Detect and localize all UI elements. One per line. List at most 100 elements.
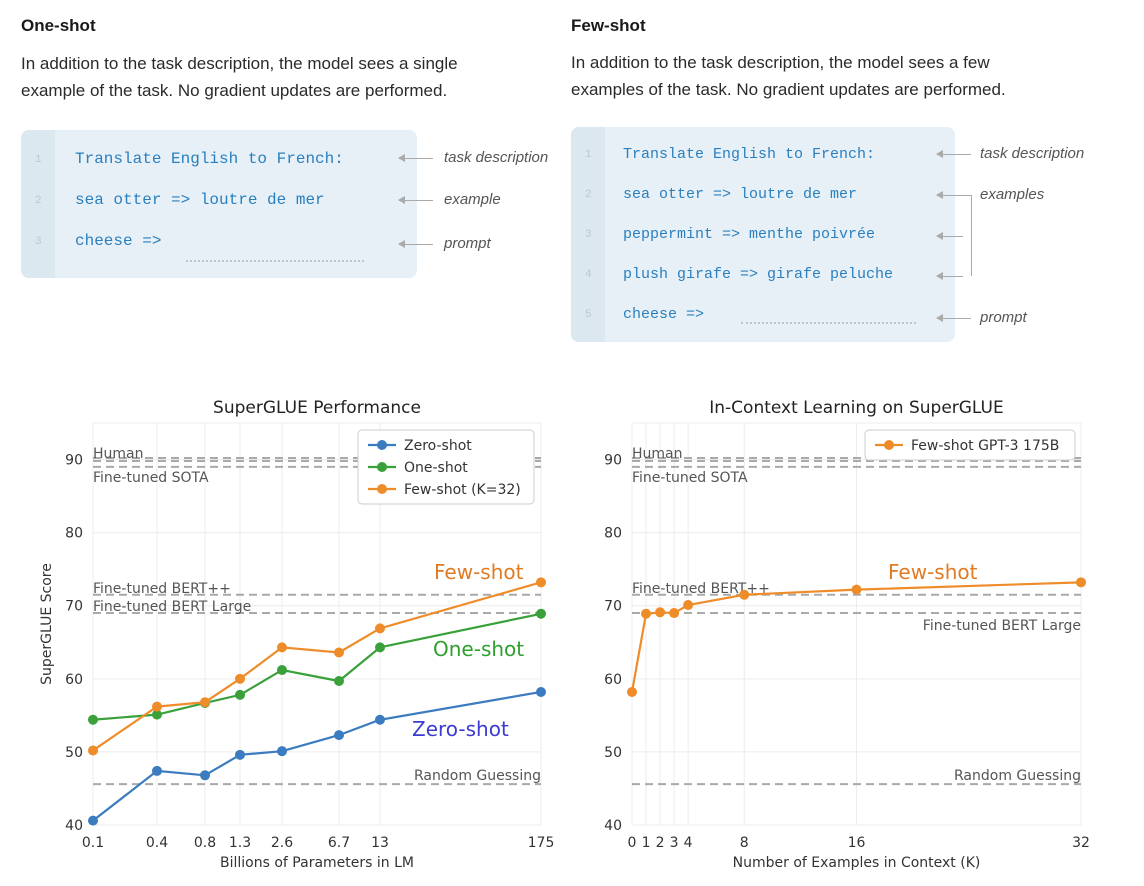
inline-series-label: Few-shot bbox=[888, 560, 978, 584]
y-tick-label: 70 bbox=[65, 599, 83, 615]
prompt-blank-dotted bbox=[186, 260, 364, 262]
reference-line-label: Human bbox=[93, 446, 144, 462]
data-point bbox=[536, 686, 546, 697]
line-number: 4 bbox=[585, 269, 592, 281]
x-tick-label: 32 bbox=[1072, 835, 1090, 851]
data-point bbox=[152, 701, 162, 712]
x-tick-label: 1.3 bbox=[229, 835, 251, 851]
data-point bbox=[235, 673, 245, 684]
few-shot-code-block: 1 2 3 4 5 Translate English to French: s… bbox=[571, 127, 955, 342]
x-tick-label: 3 bbox=[670, 835, 679, 851]
code-line-example-3: plush girafe => girafe peluche bbox=[623, 266, 894, 283]
arrow-left-icon bbox=[936, 232, 963, 240]
few-shot-desc-line2: examples of the task. No gradient update… bbox=[571, 80, 1006, 99]
legend-label: Few-shot GPT-3 175B bbox=[911, 438, 1059, 454]
data-point bbox=[88, 745, 98, 756]
x-tick-label: 8 bbox=[740, 835, 749, 851]
y-tick-label: 80 bbox=[65, 526, 83, 542]
data-point bbox=[334, 647, 344, 658]
data-point bbox=[235, 749, 245, 760]
x-tick-label: 2.6 bbox=[271, 835, 293, 851]
data-point bbox=[536, 608, 546, 619]
code-line-prompt: cheese => bbox=[75, 232, 162, 250]
y-tick-label: 50 bbox=[65, 745, 83, 761]
data-point bbox=[683, 599, 694, 610]
data-point bbox=[88, 815, 98, 826]
data-point bbox=[235, 689, 245, 700]
arrow-left-icon bbox=[398, 154, 433, 162]
y-tick-label: 90 bbox=[65, 453, 83, 469]
line-number: 1 bbox=[585, 149, 592, 161]
y-tick-label: 70 bbox=[604, 599, 622, 615]
y-tick-label: 40 bbox=[604, 818, 622, 834]
data-point bbox=[88, 714, 98, 725]
x-axis-label: Billions of Parameters in LM bbox=[220, 855, 414, 871]
x-tick-label: 6.7 bbox=[328, 835, 350, 851]
data-point bbox=[277, 746, 287, 757]
legend-box bbox=[864, 429, 1076, 461]
reference-line-label: Fine-tuned BERT Large bbox=[93, 599, 251, 615]
x-tick-label: 0.8 bbox=[194, 835, 216, 851]
y-tick-label: 50 bbox=[604, 745, 622, 761]
annotation-prompt: prompt bbox=[980, 309, 1027, 326]
code-line-task: Translate English to French: bbox=[75, 150, 344, 168]
series-line bbox=[92, 612, 542, 721]
superglue-performance-chart: 40 50 60 70 80 90 0.1 0.4 0.8 1.3 2.6 6.7 13 175 Human… bbox=[39, 398, 555, 871]
line-number-gutter bbox=[21, 130, 55, 278]
data-point bbox=[200, 770, 210, 781]
legend-label: Zero-shot bbox=[404, 438, 472, 454]
data-point bbox=[334, 676, 344, 687]
data-point bbox=[641, 608, 652, 619]
data-point bbox=[375, 623, 385, 634]
y-tick-label: 80 bbox=[604, 526, 622, 542]
prompt-blank-dotted bbox=[741, 322, 916, 324]
reference-line-label: Fine-tuned BERT++ bbox=[93, 581, 231, 597]
legend-marker bbox=[377, 484, 387, 494]
line-number-gutter bbox=[571, 127, 605, 342]
data-point bbox=[152, 765, 162, 776]
arrow-left-icon bbox=[936, 191, 971, 199]
x-tick-label: 1 bbox=[642, 835, 651, 851]
legend-marker bbox=[377, 440, 387, 450]
legend-label: Few-shot (K=32) bbox=[404, 482, 521, 498]
y-tick-label: 60 bbox=[65, 672, 83, 688]
one-shot-desc-line2: example of the task. No gradient updates… bbox=[21, 81, 448, 100]
line-number: 2 bbox=[585, 189, 592, 201]
y-tick-label: 40 bbox=[65, 818, 83, 834]
one-shot-desc-line1: In addition to the task description, the… bbox=[21, 54, 458, 73]
series-line bbox=[92, 690, 542, 822]
data-point bbox=[536, 577, 546, 588]
one-shot-code-block: 1 2 3 Translate English to French: sea o… bbox=[21, 130, 417, 278]
inline-series-label: One-shot bbox=[433, 637, 524, 661]
line-number: 3 bbox=[585, 229, 592, 241]
in-context-learning-chart: 40 50 60 70 80 90 0 1 2 3 4 8 16 32 Human Fine-tuned SO… bbox=[604, 398, 1090, 871]
code-line-example-2: peppermint => menthe poivrée bbox=[623, 226, 876, 243]
chart-title: In-Context Learning on SuperGLUE bbox=[709, 398, 1004, 418]
reference-line-label: Fine-tuned SOTA bbox=[93, 470, 209, 486]
data-point bbox=[375, 714, 385, 725]
reference-line-label: Fine-tuned SOTA bbox=[632, 470, 748, 486]
data-point bbox=[655, 607, 666, 618]
data-point bbox=[334, 730, 344, 741]
data-point bbox=[1076, 577, 1086, 588]
x-tick-label: 175 bbox=[528, 835, 555, 851]
code-line-task: Translate English to French: bbox=[623, 146, 876, 163]
y-tick-label: 90 bbox=[604, 453, 622, 469]
line-number: 5 bbox=[585, 309, 592, 321]
x-tick-label: 13 bbox=[371, 835, 389, 851]
y-tick-label: 60 bbox=[604, 672, 622, 688]
arrow-left-icon bbox=[398, 196, 433, 204]
x-tick-label: 0 bbox=[628, 835, 637, 851]
x-tick-label: 0.1 bbox=[82, 835, 104, 851]
data-point bbox=[739, 589, 750, 600]
data-point bbox=[375, 642, 385, 653]
inline-series-label: Few-shot bbox=[434, 560, 524, 584]
one-shot-description: In addition to the task description, the… bbox=[21, 50, 541, 104]
code-line-example: sea otter => loutre de mer bbox=[75, 191, 325, 209]
reference-line-label: Fine-tuned BERT++ bbox=[632, 581, 770, 597]
reference-line-label: Human bbox=[632, 446, 683, 462]
arrow-left-icon bbox=[936, 314, 971, 322]
data-point bbox=[669, 608, 680, 619]
one-shot-title: One-shot bbox=[21, 16, 96, 35]
series-line bbox=[92, 581, 542, 752]
